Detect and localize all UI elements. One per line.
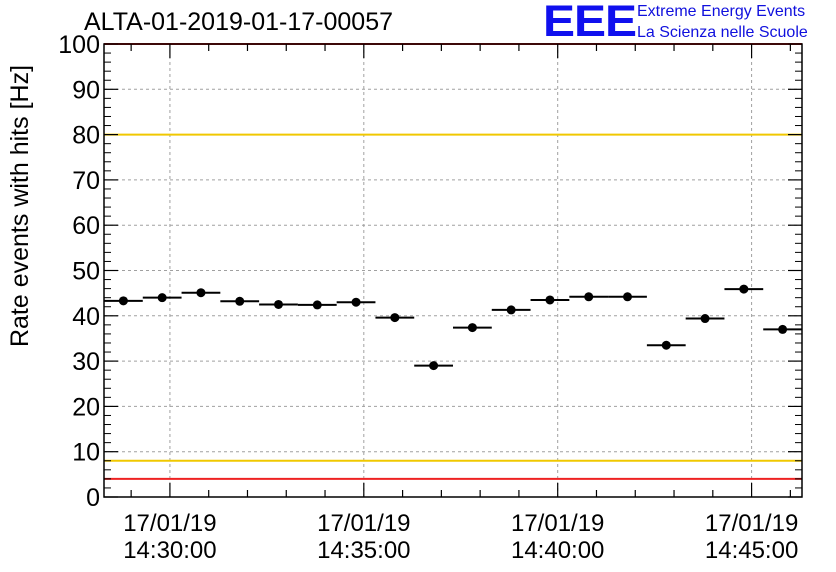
logo-subtitle-2: La Scienza nelle Scuole <box>637 24 808 41</box>
data-point <box>118 296 128 306</box>
eee-logo: EEE <box>543 0 637 46</box>
limit-lines <box>104 43 802 480</box>
data-point <box>739 284 749 294</box>
data-point <box>312 300 322 310</box>
y-tick-label: 80 <box>72 122 100 150</box>
data-point <box>623 292 632 302</box>
x-tick-label-time: 14:35:00 <box>317 537 410 564</box>
y-tick-label: 70 <box>72 167 100 195</box>
data-point <box>196 288 206 298</box>
y-tick-label: 60 <box>72 212 100 240</box>
y-tick-label: 10 <box>72 439 100 467</box>
data-point <box>157 293 167 303</box>
y-tick-label: 30 <box>72 348 100 376</box>
data-point <box>390 313 400 323</box>
logo-subtitle-1: Extreme Energy Events <box>637 3 806 20</box>
y-tick-label: 20 <box>72 393 100 421</box>
axes: 010203040506070809010017/01/1914:30:0017… <box>58 31 803 564</box>
data-point <box>661 340 671 350</box>
data-point <box>235 296 245 306</box>
y-tick-label: 50 <box>72 258 100 286</box>
data-point <box>700 314 710 324</box>
data-point <box>506 305 516 315</box>
grid-layer <box>104 44 802 497</box>
x-tick-label-date: 17/01/19 <box>123 510 216 537</box>
data-point <box>467 323 477 333</box>
data-point <box>545 295 555 305</box>
x-tick-label-time: 14:40:00 <box>511 537 604 564</box>
x-tick-label-date: 17/01/19 <box>511 510 604 537</box>
data-point <box>351 297 361 307</box>
data-point <box>778 324 788 334</box>
y-tick-label: 40 <box>72 303 100 331</box>
y-tick-label: 90 <box>72 76 100 104</box>
x-tick-label-date: 17/01/19 <box>317 510 410 537</box>
x-tick-label-time: 14:45:00 <box>705 537 798 564</box>
y-tick-label: 100 <box>58 31 100 59</box>
x-tick-label-time: 14:30:00 <box>123 537 216 564</box>
data-point <box>429 361 439 371</box>
y-axis-label: Rate events with hits [Hz] <box>6 65 34 347</box>
data-points <box>104 284 802 371</box>
data-point <box>274 299 283 309</box>
y-tick-label: 0 <box>86 484 100 512</box>
x-tick-label-date: 17/01/19 <box>705 510 798 537</box>
data-point <box>584 292 594 302</box>
chart-title: ALTA-01-2019-01-17-00057 <box>84 8 393 36</box>
